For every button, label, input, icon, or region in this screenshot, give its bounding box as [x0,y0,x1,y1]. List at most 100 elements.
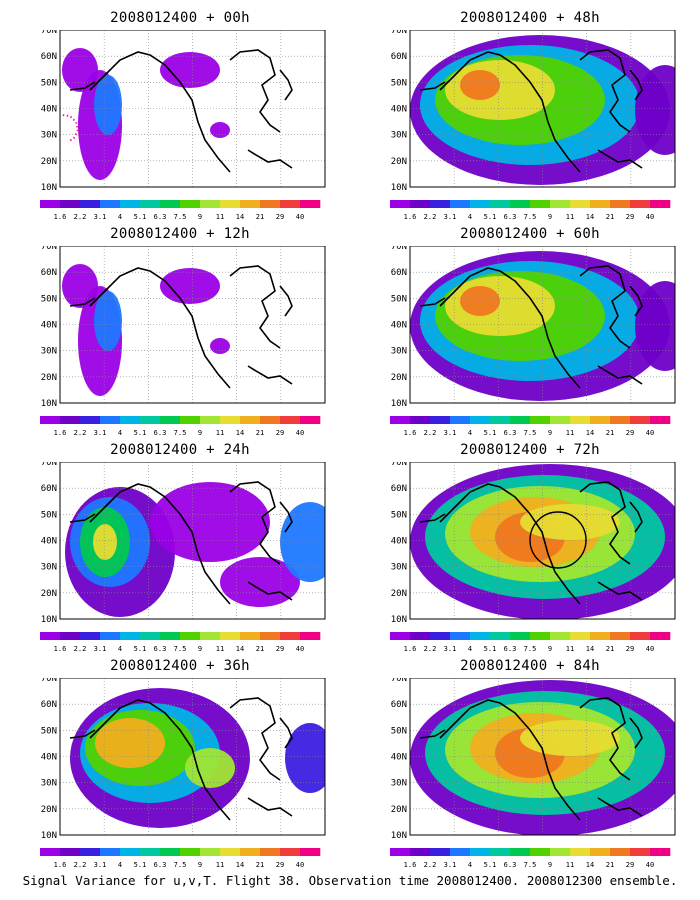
colorbar-swatch [450,416,471,424]
colorbar-label: 21 [606,429,614,437]
colorbar-swatch [120,416,141,424]
lat-label: 30N [391,779,407,789]
colorbar-swatch [240,632,261,640]
colorbar-label: 6.3 [504,429,517,437]
colorbar: 1.6 2.2 3.1 4 5.1 6.3 7.5 9 11 14 21 29 40 [390,416,671,437]
colorbar-swatch [120,848,141,856]
panel-72h: 2008012400 + 72h 70N60N50N40N30N20N10N18… [380,442,680,653]
colorbar-label: 3.1 [94,645,107,653]
colorbar-label: 1.6 [54,213,67,221]
colorbar-swatch [550,416,571,424]
colorbar-swatch [390,200,411,208]
colorbar-swatch [260,632,281,640]
colorbar-label: 29 [626,861,634,869]
colorbar-swatch [100,848,121,856]
colorbar-label: 7.5 [174,645,187,653]
colorbar-swatch [40,632,61,640]
lat-label: 50N [41,78,57,88]
colorbar: 1.6 2.2 3.1 4 5.1 6.3 7.5 9 11 14 21 29 40 [390,200,671,221]
colorbar-label: 29 [626,429,634,437]
lat-label: 30N [41,347,57,357]
colorbar-swatch [100,632,121,640]
colorbar-label: 14 [586,213,594,221]
colorbar-label: 21 [606,645,614,653]
colorbar-swatch [650,632,671,640]
colorbar-label: 5.1 [484,213,497,221]
colorbar-swatch [610,632,631,640]
coastline [419,297,446,307]
colorbar-swatch [200,416,221,424]
colorbar-label: 9 [198,213,202,221]
colorbar-swatch [450,632,471,640]
panel-12h: 2008012400 + 12h 70N60N50N40N30N20N10N18… [30,226,330,437]
colorbar-label: 9 [548,213,552,221]
colorbar-swatch [220,416,241,424]
colorbar-swatch [140,632,161,640]
colorbar-label: 2.2 [74,429,87,437]
colorbar-label: 5.1 [134,429,147,437]
colorbar-swatch [610,200,631,208]
colorbar-swatch [630,416,651,424]
colorbar-swatch [280,200,301,208]
colorbar-swatch [390,632,411,640]
coastline [229,49,281,133]
colorbar-swatch [40,848,61,856]
colorbar-swatch [550,200,571,208]
lat-label: 70N [391,30,407,36]
lat-label: 40N [391,753,407,763]
variance-contour [520,504,620,540]
coastline [69,513,96,523]
panel-title: 2008012400 + 24h [110,442,250,458]
colorbar-swatch [410,848,431,856]
colorbar-label: 2.2 [74,213,87,221]
colorbar-label: 7.5 [524,645,537,653]
lat-label: 50N [391,726,407,736]
colorbar-label: 40 [296,861,304,869]
lat-label: 30N [391,131,407,141]
map-frame [409,246,676,404]
coastline [439,267,581,389]
colorbar-swatch [160,416,181,424]
coastline [247,797,293,817]
colorbar-label: 40 [646,429,654,437]
variance-contour [460,286,500,316]
colorbar-label: 3.1 [94,213,107,221]
lat-label: 20N [41,589,57,599]
lat-label: 70N [41,678,57,684]
colorbar-swatch [260,200,281,208]
colorbar-label: 11 [566,861,574,869]
coastline [579,265,631,349]
coastline [279,717,293,749]
coastline [229,265,281,349]
colorbar-label: 6.3 [154,213,167,221]
colorbar: 1.6 2.2 3.1 4 5.1 6.3 7.5 9 11 14 21 29 40 [390,848,671,869]
colorbar-swatch [200,632,221,640]
colorbar-swatch [140,200,161,208]
colorbar-label: 4 [118,861,122,869]
panel-48h: 2008012400 + 48h 70N60N50N40N30N20N10N18… [380,10,680,221]
colorbar-label: 2.2 [74,861,87,869]
colorbar-swatch [140,848,161,856]
map-frame [59,246,326,404]
colorbar-swatch [630,848,651,856]
colorbar-label: 7.5 [524,861,537,869]
coastline [629,69,643,101]
colorbar-swatch [260,848,281,856]
colorbar-swatch [530,848,551,856]
colorbar-swatch [80,632,101,640]
colorbar-label: 21 [256,645,264,653]
colorbar-swatch [160,848,181,856]
coastline [419,81,446,91]
variance-contour [62,264,98,308]
lat-label: 60N [391,700,407,710]
coastline [247,365,293,385]
coastline [597,797,643,817]
coastline [579,49,631,133]
colorbar-label: 6.3 [154,645,167,653]
colorbar-swatch [590,416,611,424]
colorbar-swatch [510,632,531,640]
colorbar-label: 9 [198,645,202,653]
colorbar-swatch [630,200,651,208]
colorbar-swatch [300,632,321,640]
lat-label: 70N [41,30,57,36]
